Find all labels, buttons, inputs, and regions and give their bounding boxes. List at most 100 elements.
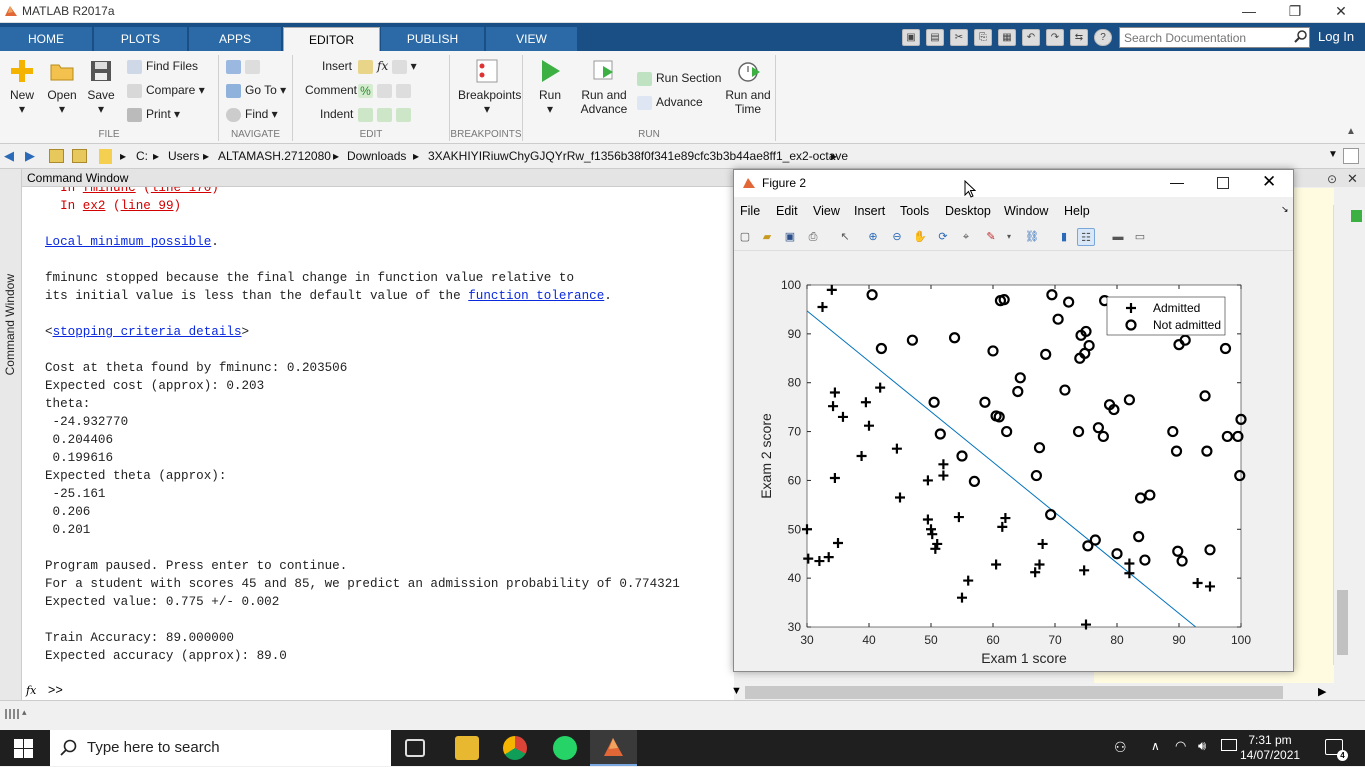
- command-window-side-label[interactable]: Command Window: [3, 274, 17, 376]
- tab-publish[interactable]: PUBLISH: [381, 27, 485, 51]
- notifications-icon[interactable]: [1325, 739, 1343, 755]
- browse-folder-icon[interactable]: [72, 149, 87, 163]
- output-link[interactable]: ex2: [82, 199, 106, 213]
- chrome-icon[interactable]: [503, 736, 527, 760]
- panel-actions-icon[interactable]: ⊙: [1327, 172, 1338, 186]
- figure-maximize-button[interactable]: [1217, 177, 1229, 189]
- volume-icon[interactable]: 🔊︎: [1198, 738, 1207, 753]
- output-link[interactable]: stopping criteria details: [52, 325, 242, 339]
- data-cursor-icon[interactable]: ⌖: [962, 231, 970, 243]
- indent-tools[interactable]: [358, 104, 415, 124]
- matlab-taskbar-button[interactable]: [590, 730, 637, 766]
- search-folder-icon[interactable]: [1343, 148, 1359, 164]
- up-folder-icon[interactable]: [49, 149, 64, 163]
- output-link[interactable]: Local minimum possible: [45, 235, 212, 249]
- quick-save-icon[interactable]: ▤: [926, 29, 944, 46]
- people-icon[interactable]: ⚇: [1114, 739, 1127, 755]
- run-and-advance-button[interactable]: Run and Advance: [580, 56, 628, 116]
- breadcrumb-downloads[interactable]: Downloads: [347, 149, 407, 163]
- command-window-output[interactable]: In fminunc (line 170) In ex2 (line 99) Lo…: [22, 187, 734, 682]
- menu-tools[interactable]: Tools: [900, 204, 930, 218]
- quick-undo-icon[interactable]: ↶: [1022, 29, 1040, 46]
- status-expand-icon[interactable]: ▴: [22, 707, 27, 717]
- compare-button[interactable]: Compare ▾: [127, 80, 205, 100]
- quick-copy-icon[interactable]: ⎘: [974, 29, 992, 46]
- legend-icon[interactable]: ☷: [1077, 228, 1095, 246]
- output-link[interactable]: line 170: [150, 187, 212, 195]
- battery-icon[interactable]: [1221, 739, 1237, 751]
- minimize-button[interactable]: —: [1242, 3, 1256, 19]
- comment-button[interactable]: Comment: [305, 80, 357, 100]
- print-button[interactable]: Print ▾: [127, 104, 180, 124]
- breakpoints-button[interactable]: Breakpoints ▾: [458, 56, 521, 116]
- figure-title-bar[interactable]: Figure 2 — ✕: [734, 170, 1293, 197]
- menu-help[interactable]: Help: [1064, 204, 1090, 218]
- new-button[interactable]: New ▾: [0, 56, 44, 116]
- search-icon[interactable]: [1294, 30, 1308, 44]
- breadcrumb-user[interactable]: ALTAMASH.2712080: [218, 149, 331, 163]
- scroll-right-icon[interactable]: ▶: [1318, 686, 1327, 698]
- login-link[interactable]: Log In: [1318, 29, 1355, 44]
- search-documentation-input[interactable]: [1119, 27, 1310, 48]
- horizontal-scrollbar[interactable]: [745, 686, 1283, 699]
- output-link[interactable]: line 99: [120, 199, 174, 213]
- breadcrumb-c[interactable]: C:: [136, 149, 148, 163]
- help-icon[interactable]: ?: [1094, 29, 1112, 46]
- file-explorer-icon[interactable]: [455, 736, 479, 760]
- back-icon[interactable]: ◀: [4, 148, 14, 163]
- quick-cut-icon[interactable]: ✂: [950, 29, 968, 46]
- tab-plots[interactable]: PLOTS: [94, 27, 188, 51]
- menu-edit[interactable]: Edit: [776, 204, 798, 218]
- zoom-out-icon[interactable]: ⊖: [892, 231, 902, 243]
- forward-icon[interactable]: ▶: [25, 148, 35, 163]
- quick-paste-icon[interactable]: ▦: [998, 29, 1016, 46]
- quick-new-icon[interactable]: ▣: [902, 29, 920, 46]
- zoom-in-icon[interactable]: ⊕: [868, 231, 878, 243]
- scroll-thumb[interactable]: [1337, 590, 1348, 655]
- save-figure-icon[interactable]: ▣: [784, 231, 796, 243]
- scroll-down-icon[interactable]: ▼: [731, 685, 742, 697]
- whatsapp-icon[interactable]: [553, 736, 577, 760]
- find-files-button[interactable]: Find Files: [127, 56, 198, 76]
- quick-switch-icon[interactable]: ⇆: [1070, 29, 1088, 46]
- command-prompt[interactable]: fx >>: [22, 682, 734, 700]
- figure-window[interactable]: Figure 2 — ✕ File Edit View Insert Tools…: [733, 169, 1294, 672]
- hide-plot-tools-icon[interactable]: ▬: [1112, 231, 1124, 243]
- comment-tools[interactable]: %: [358, 80, 415, 100]
- advance-button[interactable]: Advance: [637, 92, 703, 112]
- print-figure-icon[interactable]: ⎙: [808, 231, 818, 243]
- run-section-button[interactable]: Run Section: [637, 68, 721, 88]
- colorbar-icon[interactable]: ▮: [1060, 231, 1068, 243]
- menu-view[interactable]: View: [813, 204, 840, 218]
- figure-close-button[interactable]: ✕: [1262, 172, 1277, 191]
- menu-file[interactable]: File: [740, 204, 761, 218]
- menu-desktop[interactable]: Desktop: [945, 204, 991, 218]
- collapse-ribbon-icon[interactable]: ▲: [1346, 126, 1356, 137]
- windows-start-icon[interactable]: [14, 739, 33, 758]
- rotate-icon[interactable]: ⟳: [938, 231, 948, 243]
- output-link[interactable]: fminunc: [82, 187, 136, 195]
- plot-area[interactable]: 30 40 50 60 70 80 90 100 30 40 50 60 70 80 90 100 Exam 1…: [734, 252, 1293, 671]
- menu-window[interactable]: Window: [1004, 204, 1049, 218]
- brush-dropdown-icon[interactable]: ▾: [1006, 232, 1011, 241]
- run-button[interactable]: Run ▾: [528, 56, 572, 116]
- new-figure-icon[interactable]: ▢: [739, 231, 751, 243]
- go-to-button[interactable]: Go To ▾: [226, 80, 286, 100]
- find-button[interactable]: Find ▾: [226, 104, 278, 124]
- back-forward-buttons[interactable]: [226, 56, 264, 76]
- scatter-chart[interactable]: 30 40 50 60 70 80 90 100 30 40 50 60 70 80 90 100 Exam 1…: [734, 252, 1293, 671]
- tab-view[interactable]: VIEW: [486, 27, 578, 51]
- tray-expand-icon[interactable]: ∧: [1151, 739, 1160, 753]
- edit-plot-icon[interactable]: ↖: [840, 231, 850, 243]
- wifi-icon[interactable]: ◠: [1175, 738, 1187, 753]
- open-button[interactable]: Open ▾: [40, 56, 84, 116]
- panel-close-icon[interactable]: ✕: [1347, 171, 1358, 186]
- address-dropdown-icon[interactable]: ▼: [1328, 149, 1338, 160]
- editor-vertical-scrollbar[interactable]: [1333, 205, 1350, 665]
- insert-button[interactable]: Insert: [322, 56, 352, 76]
- quick-redo-icon[interactable]: ↷: [1046, 29, 1064, 46]
- run-and-time-button[interactable]: Run and Time: [725, 56, 771, 116]
- menu-insert[interactable]: Insert: [854, 204, 886, 218]
- insert-tools[interactable]: fx ▾: [358, 56, 448, 76]
- taskbar-search-box[interactable]: Type here to search: [50, 730, 391, 766]
